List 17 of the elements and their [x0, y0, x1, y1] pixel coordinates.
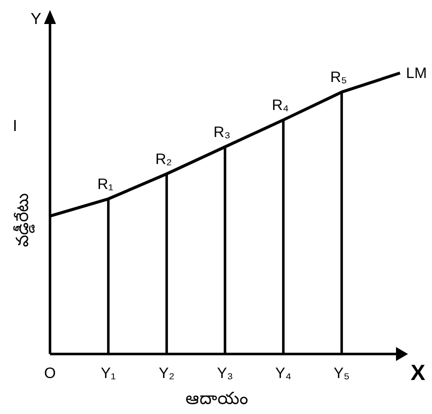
annotation: R₅: [330, 69, 348, 86]
text: I: [12, 118, 18, 135]
x-axis-title: ఆదాయం: [186, 389, 248, 408]
annotation: R₂: [155, 150, 172, 168]
x-tick-label: Y₂: [158, 365, 175, 382]
x-tick-label: Y₃: [216, 365, 234, 382]
x-tick-label: Y₁: [100, 365, 116, 382]
x-tick-label: Y₅: [334, 365, 350, 382]
y-axis-title: వడ్డీరేటు: [13, 193, 35, 247]
annotation: R₁: [97, 176, 114, 193]
x-tick-label: O: [44, 365, 56, 382]
annotation: R₃: [214, 124, 230, 141]
text: Y: [30, 11, 42, 28]
x-tick-label: Y₄: [275, 365, 292, 382]
annotation: R₄: [272, 96, 289, 114]
series-label: LM: [406, 65, 427, 82]
text: X: [410, 360, 426, 385]
